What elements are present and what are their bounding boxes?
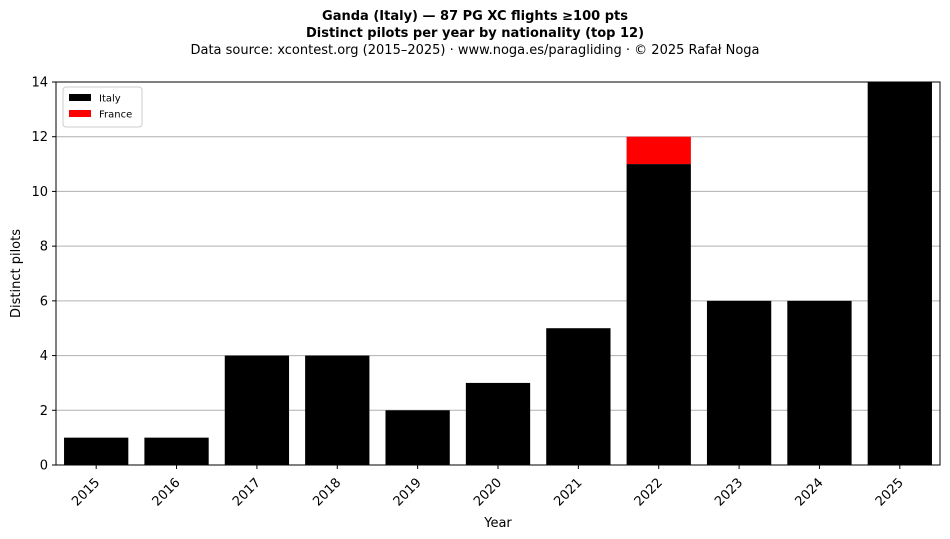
bar-italy-2019 xyxy=(385,410,450,465)
bar-france-2022 xyxy=(626,136,691,165)
bar-italy-2025 xyxy=(867,82,932,465)
bars xyxy=(64,82,932,466)
x-tick-label: 2016 xyxy=(150,475,184,509)
x-tick-label: 2023 xyxy=(712,475,746,509)
y-tick-label: 0 xyxy=(40,459,48,474)
x-axis-ticks: 2015 2016 2017 2018 2019 2020 2021 2022 2023 2024… xyxy=(69,465,907,509)
x-tick-label: 2025 xyxy=(873,475,907,509)
y-tick-label: 4 xyxy=(40,349,48,364)
y-tick-label: 2 xyxy=(40,404,48,419)
bar-italy-2024 xyxy=(787,300,852,465)
x-tick-label: 2020 xyxy=(471,475,505,509)
x-tick-label: 2019 xyxy=(391,475,425,509)
chart-source: Data source: xcontest.org (2015–2025) · … xyxy=(190,43,760,58)
bar-italy-2023 xyxy=(706,300,772,465)
bar-italy-2020 xyxy=(465,382,531,465)
y-axis-ticks: 0 2 4 6 8 10 12 14 xyxy=(31,76,56,474)
bar-italy-2021 xyxy=(546,328,611,465)
x-tick-label: 2022 xyxy=(632,475,666,509)
legend-swatch-france xyxy=(69,110,91,117)
legend-swatch-italy xyxy=(69,94,91,101)
bar-italy-2015 xyxy=(64,437,129,465)
x-tick-label: 2024 xyxy=(792,475,826,509)
x-tick-label: 2018 xyxy=(310,475,344,509)
x-tick-label: 2017 xyxy=(230,475,264,509)
y-tick-label: 12 xyxy=(31,130,48,145)
bar-italy-2016 xyxy=(144,437,209,465)
legend-label-france: France xyxy=(99,110,132,121)
legend-label-italy: Italy xyxy=(99,94,121,105)
chart-title-block: Ganda (Italy) — 87 PG XC flights ≥100 pt… xyxy=(0,8,950,59)
bar-italy-2017 xyxy=(224,355,290,465)
y-tick-label: 10 xyxy=(31,185,48,200)
chart-title: Ganda (Italy) — 87 PG XC flights ≥100 pt… xyxy=(322,9,628,24)
bar-italy-2022 xyxy=(626,164,691,466)
y-tick-label: 14 xyxy=(31,76,48,91)
y-tick-label: 6 xyxy=(40,294,48,309)
chart-subtitle: Distinct pilots per year by nationality … xyxy=(305,26,645,41)
x-tick-label: 2021 xyxy=(551,475,585,509)
y-tick-label: 8 xyxy=(40,240,48,255)
bar-italy-2018 xyxy=(305,355,370,465)
y-axis-label: Distinct pilots xyxy=(9,229,24,318)
x-axis-label: Year xyxy=(483,516,512,531)
x-tick-label: 2015 xyxy=(69,475,103,509)
legend: Italy France xyxy=(62,86,143,128)
